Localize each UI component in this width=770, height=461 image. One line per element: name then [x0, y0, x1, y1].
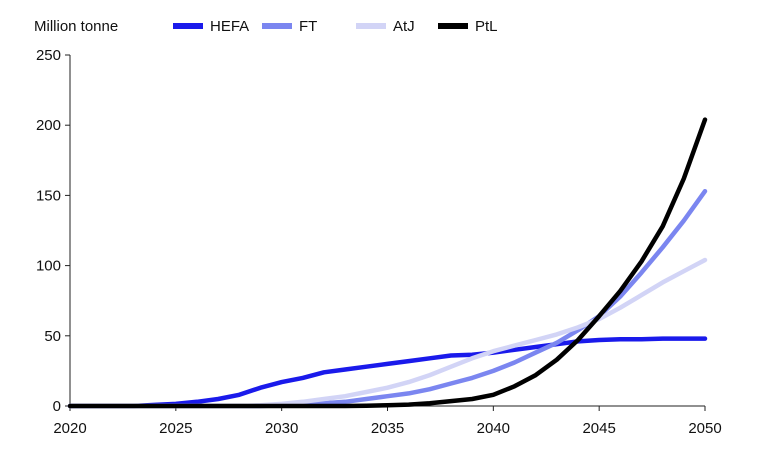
legend-label-hefa: HEFA [210, 18, 249, 35]
x-tick-label: 2045 [582, 420, 615, 437]
x-tick-label: 2050 [688, 420, 721, 437]
y-tick-label: 250 [36, 47, 61, 64]
series-lines [67, 117, 708, 409]
y-tick-label: 100 [36, 258, 61, 275]
x-tick-label: 2020 [53, 420, 86, 437]
series-line-ft [67, 188, 708, 409]
series-line-atj [67, 257, 708, 409]
y-axis: 0 50 100 150 200 250 [36, 47, 71, 415]
series-line-ptl [67, 117, 708, 409]
x-tick-label: 2030 [265, 420, 298, 437]
x-tick-label: 2040 [477, 420, 510, 437]
y-tick-label: 150 [36, 187, 61, 204]
x-axis: 2020 2025 2030 2035 2040 2045 2050 [53, 405, 722, 437]
y-axis-unit-label: Million tonne [34, 18, 118, 35]
y-tick-label: 50 [44, 328, 61, 345]
legend: HEFA FT AtJ PtL [173, 18, 498, 35]
x-tick-label: 2035 [371, 420, 404, 437]
x-tick-label: 2025 [159, 420, 192, 437]
y-tick-label: 0 [53, 398, 61, 415]
legend-label-atj: AtJ [393, 18, 415, 35]
legend-label-ft: FT [299, 18, 317, 35]
y-tick-label: 200 [36, 117, 61, 134]
legend-label-ptl: PtL [475, 18, 498, 35]
